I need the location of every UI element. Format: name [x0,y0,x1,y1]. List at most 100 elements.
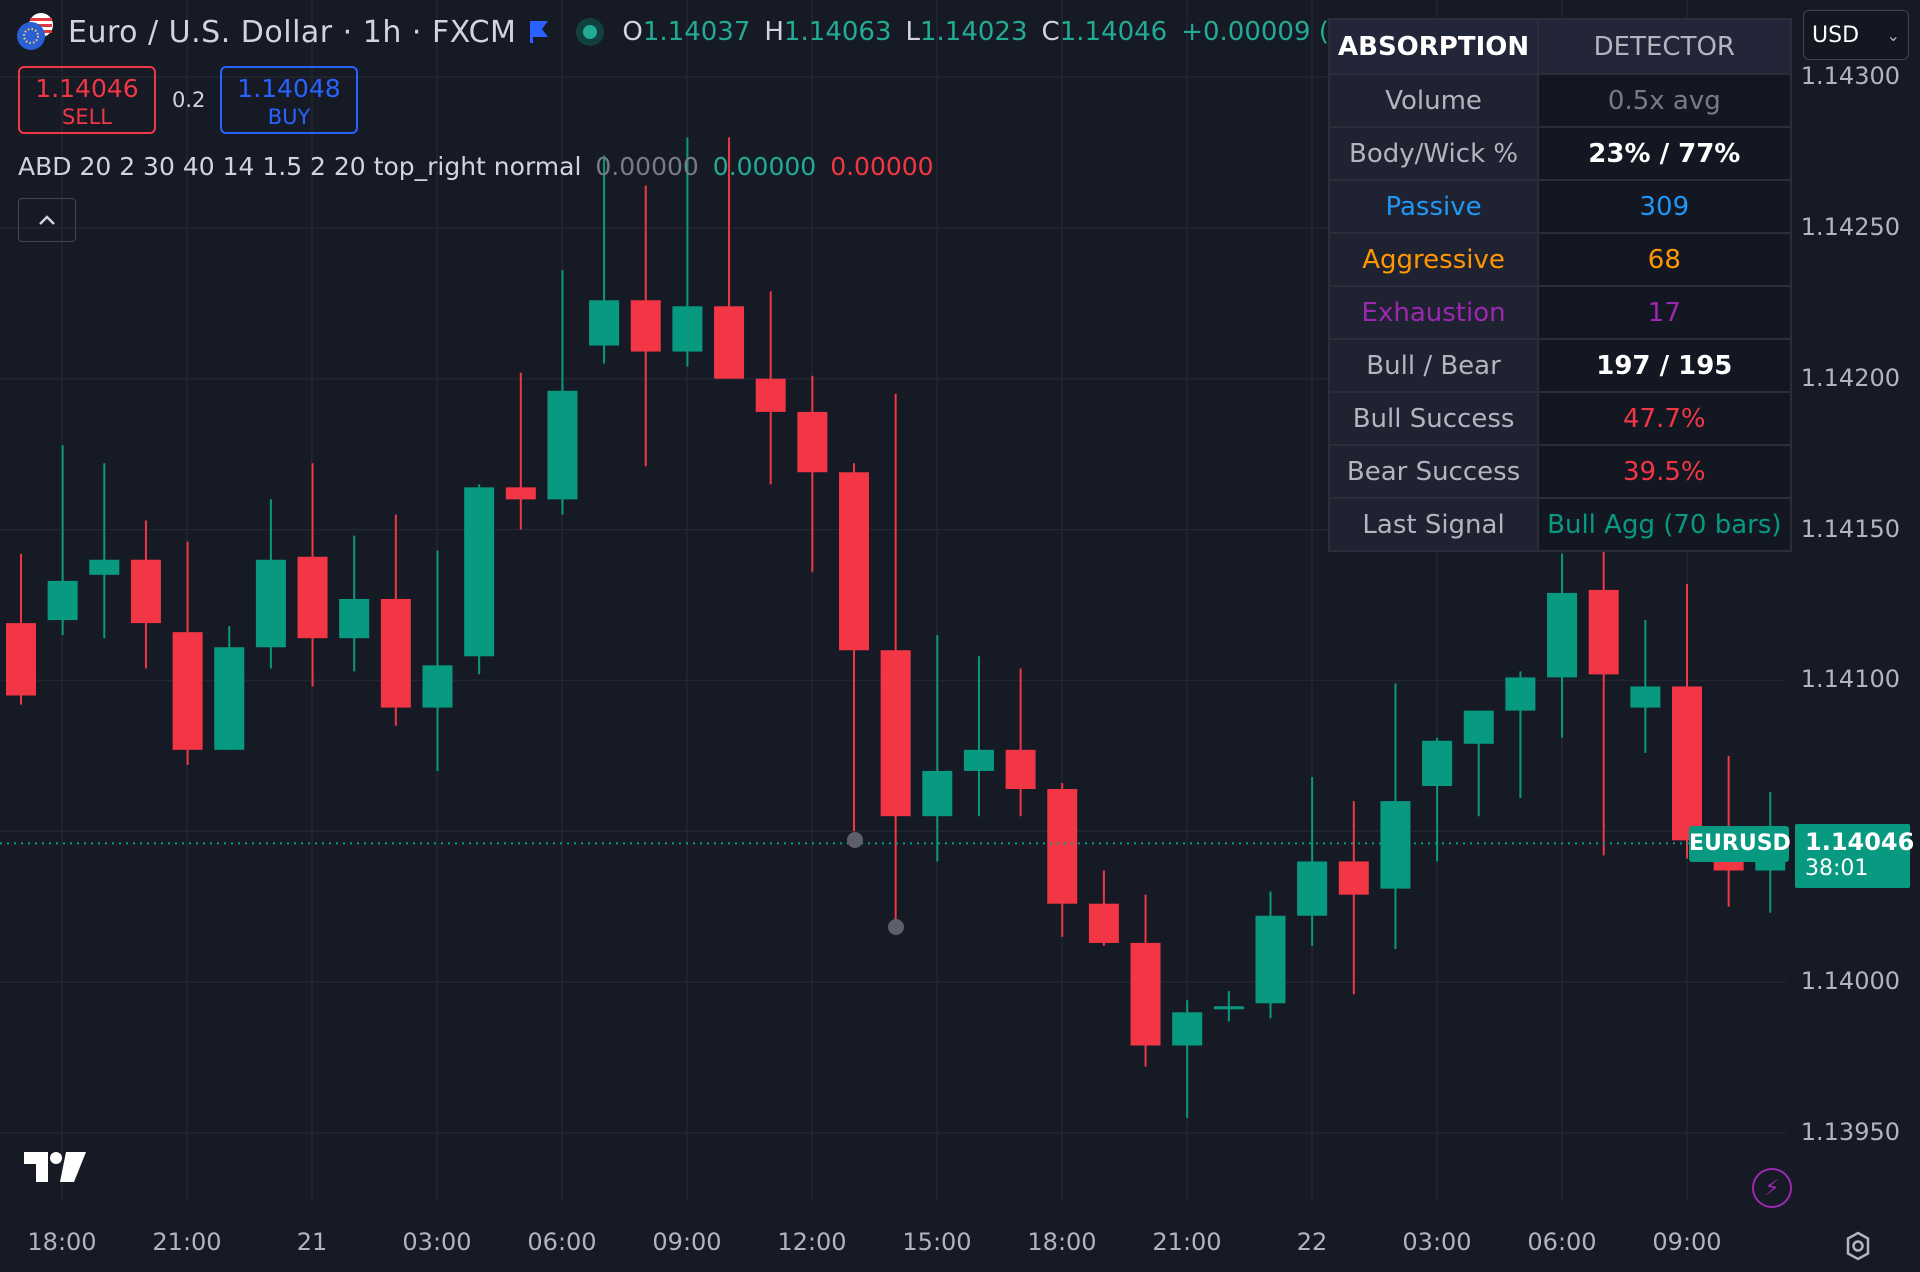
signal-dot [847,832,863,848]
table-header-row: ABSORPTION DETECTOR [1327,18,1792,75]
candle-body-bear [880,650,911,817]
price-tick-label: 1.14200 [1800,363,1900,392]
candle [255,499,286,669]
high-value: 1.14063 [783,17,892,47]
symbol-title[interactable]: Euro / U.S. Dollar · 1h · FXCM [68,14,517,50]
candle-body-bear [505,487,536,500]
candle [1130,894,1161,1067]
lightning-bolt-icon[interactable]: ⚡ [1752,1168,1792,1208]
signal-dot [888,919,904,935]
candle [130,520,161,669]
candle [1630,620,1661,753]
collapse-legend-button[interactable] [18,198,76,242]
candle [1588,469,1619,856]
candle-body-bull [1213,1006,1244,1010]
candle [1422,737,1453,862]
price-tick-label: 1.14250 [1800,212,1900,241]
candle-body-bull [589,300,620,346]
time-tick-label: 18:00 [27,1228,97,1256]
candle [1672,583,1702,859]
time-tick-label: 22 [1296,1228,1328,1256]
row-value: 0.5x avg [1537,73,1792,128]
candle-body-bull [1422,740,1453,787]
candle [797,375,828,572]
sell-button[interactable]: 1.14046 SELL [18,66,156,134]
candles [6,137,1786,1118]
candle [1297,776,1328,946]
candle-body-bear [172,632,203,750]
currency-select[interactable]: USD ⌄ [1803,10,1909,60]
indicator-value-3: 0.00000 [830,152,934,181]
candle-body-bear [839,472,869,651]
row-label: Volume [1327,73,1540,128]
candle [422,550,453,771]
time-tick-label: 09:00 [1652,1228,1722,1256]
table-header-left: ABSORPTION [1327,18,1540,75]
row-label: Passive [1327,179,1540,234]
row-label: Last Signal [1327,497,1540,552]
candle-body-bear [1338,861,1369,895]
candle [6,553,36,705]
indicator-name[interactable]: ABD 20 2 30 40 14 1.5 2 20 top_right nor… [18,152,582,181]
table-row: Bear Success 39.5% [1327,444,1792,499]
indicator-value-1: 0.00000 [595,152,699,181]
time-tick-label: 09:00 [652,1228,722,1256]
candle-body-bear [630,300,661,352]
row-value: 68 [1537,232,1792,287]
candle-body-bear [1588,589,1619,675]
buy-price: 1.14048 [237,74,341,103]
row-value: 39.5% [1537,444,1792,499]
candle [880,393,911,922]
candle-body-bull [963,749,994,771]
candle-body-bull [1505,677,1536,711]
price-tick-label: 1.14100 [1800,665,1900,694]
candle-body-bear [380,598,411,708]
candle [214,626,245,750]
time-tick-label: 06:00 [527,1228,597,1256]
row-value: 17 [1537,285,1792,340]
indicator-value-2: 0.00000 [712,152,817,181]
candle-body-bull [214,647,245,750]
candle-body-bull [1630,686,1661,708]
candle-body-bull [1255,915,1286,1004]
buy-label: BUY [267,105,311,129]
table-row: Volume 0.5x avg [1327,73,1792,128]
flag-marker-icon[interactable] [528,19,550,45]
candle [464,484,495,675]
candle [839,463,869,832]
row-value: 309 [1537,179,1792,234]
candle [1255,891,1286,1019]
candle-body-bull [1463,710,1494,744]
table-row: Bull / Bear 197 / 195 [1327,338,1792,393]
sell-label: SELL [62,105,112,129]
candle-body-bull [464,487,495,657]
candle [47,445,78,636]
tradingview-logo-icon[interactable] [22,1150,88,1184]
candle-body-bear [1088,903,1119,943]
table-row: Passive 309 [1327,179,1792,234]
table-row: Aggressive 68 [1327,232,1792,287]
candle [1338,801,1369,995]
buy-button[interactable]: 1.14048 BUY [220,66,358,134]
candle [589,155,620,364]
market-open-status-icon[interactable] [576,18,605,46]
symbol-header: Euro / U.S. Dollar · 1h · FXCM O1.14037 … [16,10,1443,54]
candle-body-bear [1713,861,1744,871]
candle [1005,668,1036,817]
time-tick-label: 03:00 [402,1228,472,1256]
bar-countdown: 38:01 [1805,856,1869,881]
gear-icon[interactable] [1842,1230,1874,1262]
candle-body-bear [797,411,828,473]
row-label: Bull Success [1327,391,1540,446]
candle-body-bull [422,665,453,708]
row-label: Exhaustion [1327,285,1540,340]
candle [1172,1000,1203,1118]
last-price-value: 1.14046 [1805,828,1915,856]
candle-body-bull [1380,801,1411,889]
candle [1505,671,1536,799]
low-value: 1.14023 [920,17,1028,47]
candle [963,656,994,817]
indicator-legend[interactable]: ABD 20 2 30 40 14 1.5 2 20 top_right nor… [18,152,934,181]
time-tick-label: 21 [296,1228,328,1256]
